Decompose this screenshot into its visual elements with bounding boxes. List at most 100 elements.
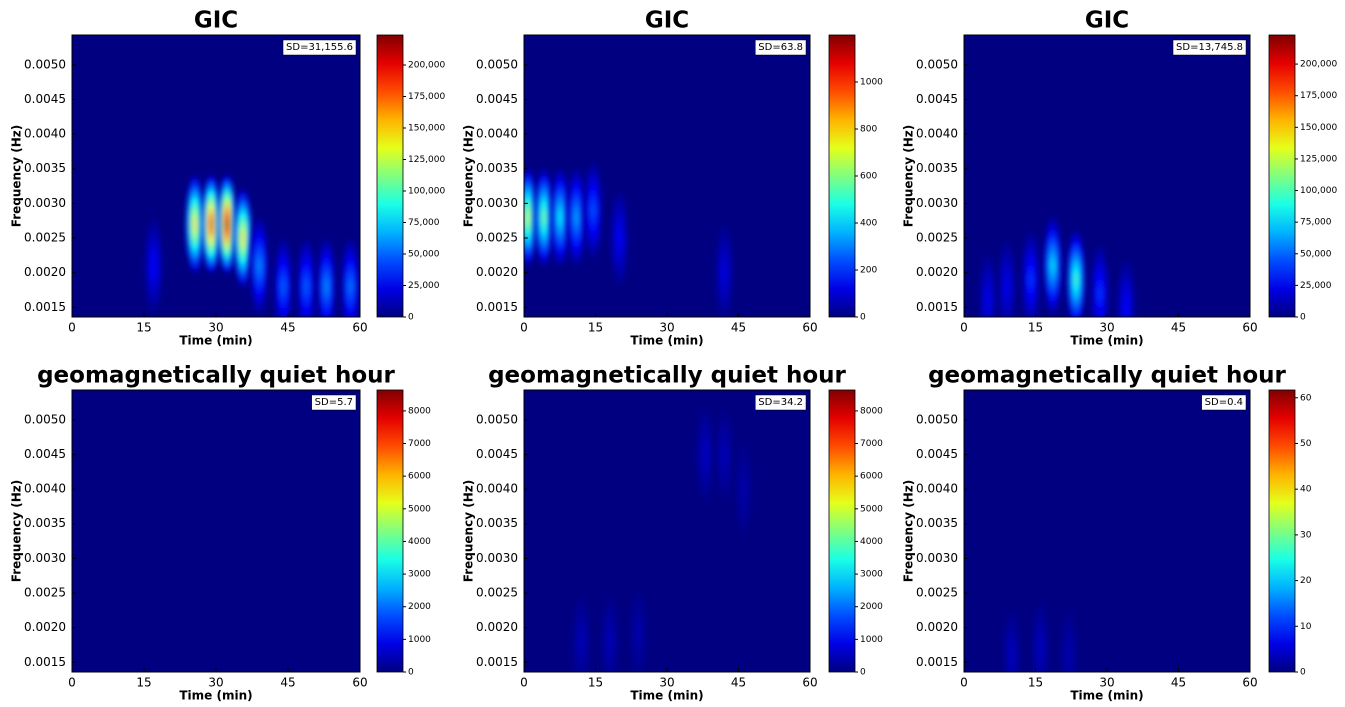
sd-annotation: SD=31,155.6 [286, 42, 353, 53]
heat-contour [526, 210, 530, 225]
x-tick-label: 30 [208, 321, 223, 335]
colorbar-tick-label: 3000 [860, 570, 883, 580]
y-tick-label: 0.0015 [476, 655, 518, 669]
colorbar-tick-label: 20 [1300, 576, 1312, 586]
heat-contour [304, 279, 308, 294]
panel: 0 15 30 45 60 0.0015 0.0020 0.0025 0.0030 0.0035 0… [902, 8, 1338, 348]
colorbar-tick-label: 75,000 [408, 218, 440, 228]
colorbar-tick-label: 6000 [860, 472, 883, 482]
panel-title: geomagnetically quiet hour [488, 363, 846, 389]
y-tick-label: 0.0015 [476, 300, 518, 314]
x-tick-label: 15 [588, 321, 603, 335]
y-tick-label: 0.0045 [476, 447, 518, 461]
y-tick-label: 0.0050 [916, 412, 958, 426]
heat-contour [1051, 258, 1055, 273]
colorbar-tick-label: 10 [1300, 622, 1312, 632]
y-tick-label: 0.0045 [24, 447, 66, 461]
colorbar-tick-label: 2000 [860, 602, 883, 612]
x-tick-label: 0 [520, 676, 528, 690]
heat-contour [152, 258, 155, 273]
heat-blob [1031, 600, 1050, 672]
colorbar [1268, 389, 1296, 673]
heat-contour [608, 634, 612, 649]
annotation-box [1172, 39, 1247, 56]
y-tick-label: 0.0015 [916, 655, 958, 669]
colorbar-tick-label: 75,000 [1300, 218, 1332, 228]
heat-layer [572, 406, 753, 672]
colorbar-tick-label: 7000 [860, 439, 883, 449]
x-tick-label: 15 [136, 321, 151, 335]
colorbar-tick-label: 1000 [408, 635, 431, 645]
y-tick-label: 0.0035 [916, 516, 958, 530]
colorbar-tick-label: 50,000 [1300, 249, 1332, 259]
y-tick-label: 0.0025 [24, 231, 66, 245]
colorbar-tick-label: 1000 [860, 635, 883, 645]
sd-annotation: SD=34.2 [758, 397, 803, 408]
heat-blob [297, 238, 316, 317]
colorbar-tick-label: 6000 [408, 472, 431, 482]
heat-contour [1098, 286, 1102, 301]
panel-title: geomagnetically quiet hour [928, 363, 1286, 389]
colorbar-tick-label: 400 [860, 219, 877, 229]
heat-blob [1117, 258, 1136, 317]
y-tick-label: 0.0040 [476, 127, 518, 141]
heat-contour [1074, 272, 1078, 287]
panel-title: GIC [1085, 8, 1129, 34]
y-tick-label: 0.0015 [24, 300, 66, 314]
heat-contour [1029, 272, 1033, 287]
y-tick-label: 0.0025 [476, 586, 518, 600]
panel: 0 15 30 45 60 0.0015 0.0020 0.0025 0.0030 0.0035 0… [462, 8, 884, 348]
heat-blob [1002, 607, 1021, 672]
colorbar-tick-label: 800 [860, 125, 877, 135]
y-axis-label: Frequency (Hz) [902, 480, 916, 582]
heat-blob [572, 593, 591, 672]
heat-blob [341, 238, 360, 317]
y-tick-label: 0.0025 [916, 231, 958, 245]
x-tick-label: 60 [1242, 676, 1257, 690]
y-tick-label: 0.0050 [916, 57, 958, 71]
colorbar-tick-label: 125,000 [1300, 154, 1337, 164]
heat-contour [225, 216, 229, 232]
colorbar-tick-label: 50,000 [408, 249, 440, 259]
y-axis-label: Frequency (Hz) [902, 125, 916, 227]
x-tick-label: 0 [68, 321, 76, 335]
y-tick-label: 0.0030 [24, 551, 66, 565]
heat-contour [637, 627, 640, 642]
colorbar-tick-label: 5000 [408, 504, 431, 514]
heat-contour [325, 279, 328, 294]
heat-blob [715, 406, 734, 503]
annotation-box [311, 394, 357, 411]
colorbar-tick-label: 50 [1300, 439, 1312, 449]
heat-blob [567, 168, 586, 266]
colorbar-tick-label: 8000 [860, 406, 883, 416]
sd-annotation: SD=5.7 [315, 397, 353, 408]
heat-blob [217, 175, 237, 273]
plot-background [524, 35, 810, 317]
x-tick-label: 0 [960, 321, 968, 335]
plot-background [524, 390, 810, 672]
x-axis-label: Time (min) [630, 689, 703, 703]
heat-contour [1005, 279, 1009, 294]
y-tick-label: 0.0020 [476, 620, 518, 634]
heat-contour [281, 279, 285, 294]
heat-blob [978, 252, 997, 317]
colorbar-tick-label: 200 [860, 266, 877, 276]
sd-annotation: SD=13,745.8 [1176, 42, 1243, 53]
panel-title: GIC [645, 8, 689, 34]
y-tick-label: 0.0035 [476, 161, 518, 175]
sd-annotation: SD=63.8 [758, 42, 803, 53]
x-tick-label: 30 [659, 676, 674, 690]
colorbar-tick-label: 0 [408, 313, 414, 323]
y-tick-label: 0.0045 [476, 92, 518, 106]
heat-blob [1021, 231, 1040, 317]
heat-contour [741, 481, 745, 497]
y-tick-label: 0.0015 [916, 300, 958, 314]
panel: 0 15 30 45 60 0.0015 0.0020 0.0025 0.0030 0.0035 0… [10, 8, 446, 348]
colorbar-tick-label: 175,000 [1300, 91, 1337, 101]
x-axis-label: Time (min) [179, 334, 252, 348]
heat-contour [575, 210, 578, 225]
x-tick-label: 0 [68, 676, 76, 690]
heat-blob [997, 238, 1016, 317]
x-tick-label: 30 [1099, 321, 1114, 335]
colorbar-tick-label: 25,000 [408, 281, 440, 291]
